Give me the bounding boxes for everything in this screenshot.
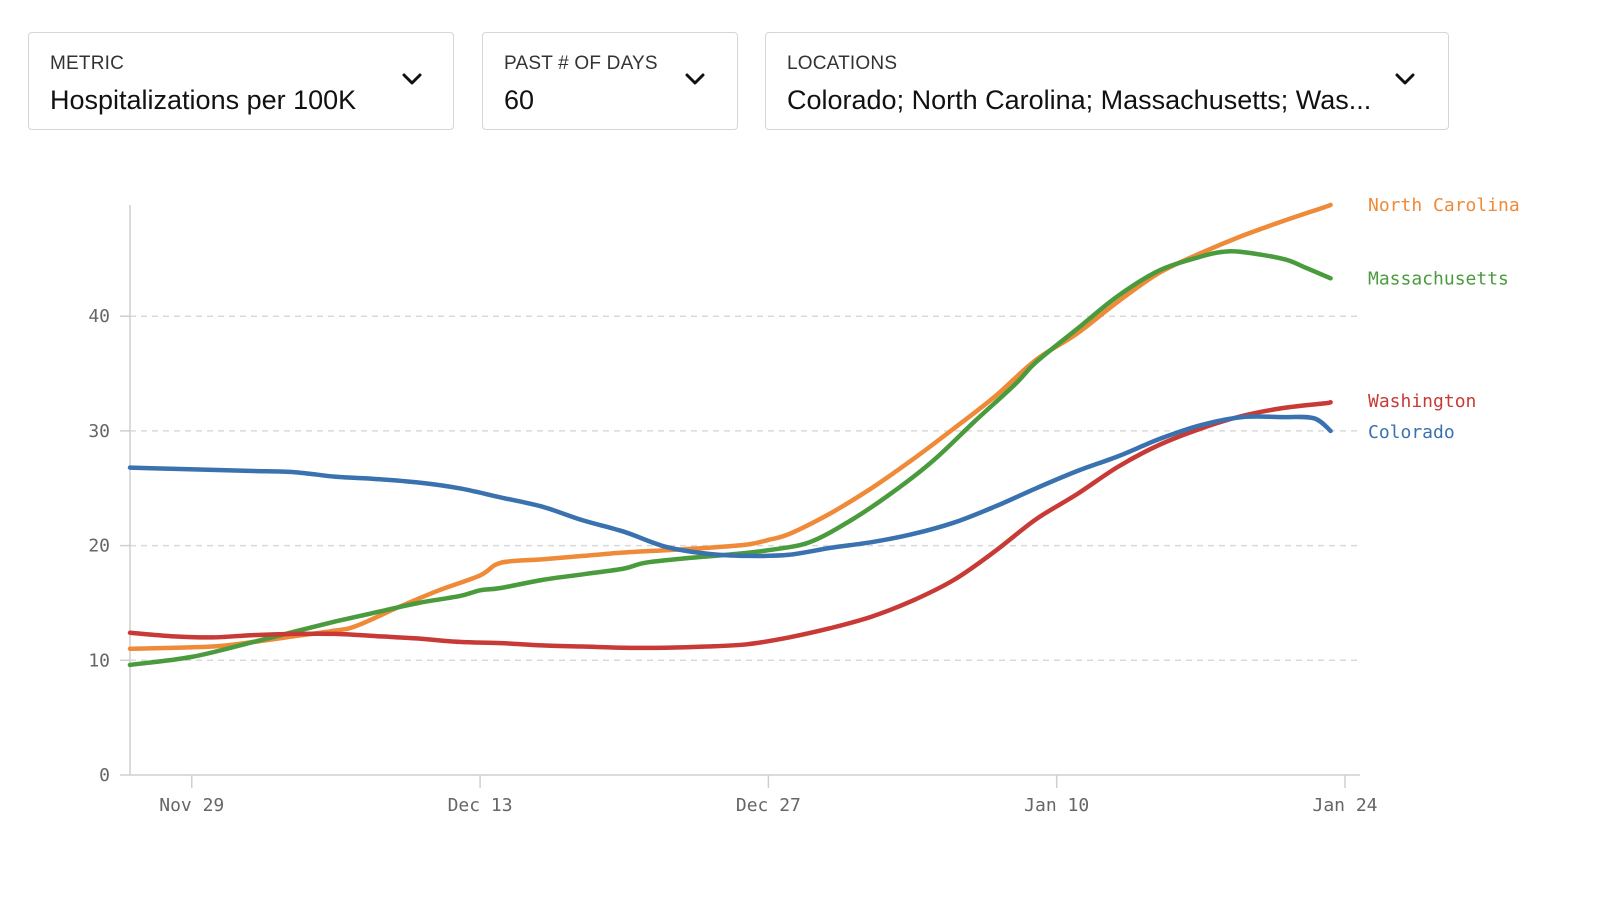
x-tick-label: Dec 27: [736, 795, 801, 816]
grid-layer: [130, 315, 1358, 662]
series-line-colorado: [127, 414, 1333, 559]
y-tick-label: 30: [88, 421, 110, 442]
y-tick-label: 20: [88, 536, 110, 557]
chevron-down-icon: [402, 73, 422, 85]
metric-select[interactable]: METRIC Hospitalizations per 100K: [28, 32, 454, 130]
series-line-north-carolina: [127, 202, 1333, 652]
series-label-north-carolina: North Carolina: [1368, 195, 1520, 216]
chevron-down-icon: [1395, 73, 1415, 85]
locations-select[interactable]: LOCATIONS Colorado; North Carolina; Mass…: [765, 32, 1449, 130]
locations-label: LOCATIONS: [787, 53, 898, 74]
y-tick-label: 40: [88, 306, 110, 327]
metric-label: METRIC: [50, 53, 125, 74]
x-tick-label: Nov 29: [159, 795, 224, 816]
series-label-washington: Washington: [1368, 391, 1476, 412]
series-label-colorado: Colorado: [1368, 422, 1455, 443]
days-select[interactable]: PAST # OF DAYS 60: [482, 32, 738, 130]
x-tick-label: Dec 13: [448, 795, 513, 816]
series-line-washington: [127, 399, 1333, 651]
series-label-massachusetts: Massachusetts: [1368, 268, 1509, 289]
series-layer: [127, 202, 1333, 668]
axis-layer: 0 10 20 30 40 Nov 29 Dec 13 Dec 27 Jan 10 Jan 24: [88, 205, 1378, 816]
x-tick-label: Jan 10: [1024, 795, 1089, 816]
chevron-down-icon: [685, 73, 705, 85]
x-tick-label: Jan 24: [1312, 795, 1377, 816]
y-tick-label: 10: [88, 650, 110, 671]
days-label: PAST # OF DAYS: [504, 53, 658, 74]
series-line-massachusetts: [127, 249, 1333, 668]
series-label-layer: North Carolina Massachusetts Washington Col…: [1368, 195, 1520, 443]
y-tick-label: 0: [99, 765, 110, 786]
